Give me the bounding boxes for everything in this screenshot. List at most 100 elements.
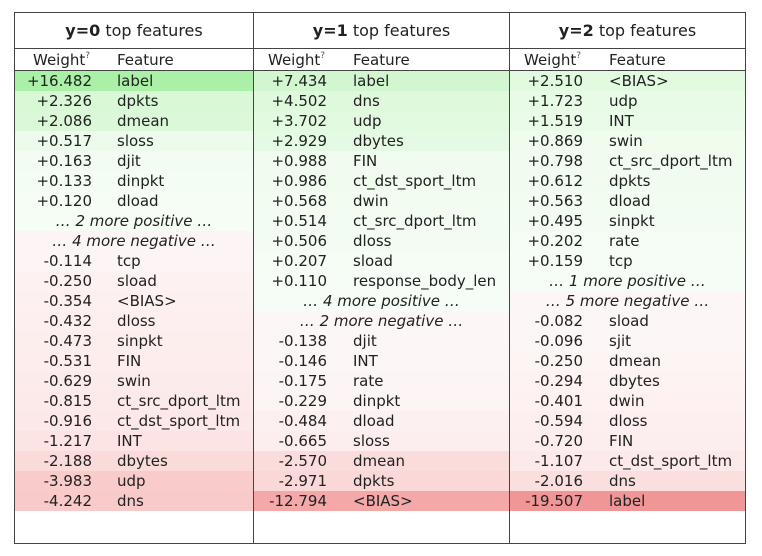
feature-name: sinpkt — [609, 212, 655, 230]
feature-name: INT — [353, 352, 378, 370]
help-icon[interactable]: ? — [320, 51, 326, 61]
weight-value: -0.354 — [43, 292, 92, 310]
negative-weight-row: -0.432 dloss — [15, 311, 253, 331]
weight-value: +0.988 — [271, 152, 327, 170]
weight-value: -0.229 — [278, 392, 327, 410]
feature-name: FIN — [117, 352, 142, 370]
positive-weight-row: +4.502 dns — [254, 91, 509, 111]
positive-weight-row: +0.612 dpkts — [510, 171, 745, 191]
weight-value: +0.133 — [36, 172, 92, 190]
positive-weight-row: +2.929 dbytes — [254, 131, 509, 151]
feature-name: FIN — [353, 152, 378, 170]
feature-name: <BIAS> — [609, 72, 669, 90]
feature-name: dpkts — [117, 92, 159, 110]
negative-weight-row: -0.473 sinpkt — [15, 331, 253, 351]
weight-value: -2.016 — [534, 472, 583, 490]
weight-value: +2.086 — [36, 112, 92, 130]
more-negative-row: … 2 more negative … — [254, 311, 509, 331]
column-header: Weight? Feature — [15, 49, 253, 71]
positive-weight-row: +0.568 dwin — [254, 191, 509, 211]
weight-value: -12.794 — [269, 492, 327, 510]
feature-name: sinpkt — [117, 332, 163, 350]
feature-name: dload — [117, 192, 159, 210]
class-0-column: y=0 top features Weight? Feature +16.482 lab… — [15, 13, 253, 543]
column-title: y=0 top features — [15, 13, 253, 49]
more-negative-row: … 4 more negative … — [15, 231, 253, 251]
feature-name: sload — [353, 252, 393, 270]
feature-header: Feature — [353, 51, 410, 69]
feature-name: INT — [609, 112, 634, 130]
positive-weight-row: +1.519 INT — [510, 111, 745, 131]
weight-value: -3.983 — [43, 472, 92, 490]
weight-value: +0.798 — [527, 152, 583, 170]
positive-weight-row: +0.517 sloss — [15, 131, 253, 151]
weight-value: -0.138 — [278, 332, 327, 350]
feature-name: label — [609, 492, 646, 510]
weight-value: -0.096 — [534, 332, 583, 350]
positive-weight-row: +1.723 udp — [510, 91, 745, 111]
feature-name: swin — [609, 132, 643, 150]
positive-weight-row: +0.869 swin — [510, 131, 745, 151]
positive-weight-row: +3.702 udp — [254, 111, 509, 131]
weight-value: +0.495 — [527, 212, 583, 230]
feature-name: dmean — [609, 352, 662, 370]
feature-name: sload — [117, 272, 157, 290]
help-icon[interactable]: ? — [576, 51, 582, 61]
negative-weight-row: -19.507 label — [510, 491, 745, 511]
weight-value: -0.665 — [278, 432, 327, 450]
weight-value: +0.202 — [527, 232, 583, 250]
feature-header: Feature — [609, 51, 666, 69]
weight-value: -0.082 — [534, 312, 583, 330]
negative-weight-row: -0.175 rate — [254, 371, 509, 391]
positive-weight-row: +0.120 dload — [15, 191, 253, 211]
weight-rows: +16.482 label +2.326 dpkts +2.086 dmean +0.517… — [15, 71, 253, 511]
weight-value: -0.531 — [43, 352, 92, 370]
feature-name: dmean — [117, 112, 170, 130]
weight-value: -0.916 — [43, 412, 92, 430]
feature-name: rate — [353, 372, 384, 390]
negative-weight-row: -2.016 dns — [510, 471, 745, 491]
negative-weight-row: -0.250 dmean — [510, 351, 745, 371]
more-positive-row: … 4 more positive … — [254, 291, 509, 311]
positive-weight-row: +2.086 dmean — [15, 111, 253, 131]
feature-name: sload — [609, 312, 649, 330]
feature-name: INT — [117, 432, 142, 450]
positive-weight-row: +2.326 dpkts — [15, 91, 253, 111]
positive-weight-row: +0.159 tcp — [510, 251, 745, 271]
positive-weight-row: +7.434 label — [254, 71, 509, 91]
feature-name: rate — [609, 232, 640, 250]
negative-weight-row: -0.531 FIN — [15, 351, 253, 371]
feature-name: tcp — [117, 252, 141, 270]
weight-value: -0.473 — [43, 332, 92, 350]
weight-value: -0.629 — [43, 372, 92, 390]
weight-rows: +2.510 <BIAS> +1.723 udp +1.519 INT +0.869 swin… — [510, 71, 745, 511]
weight-rows: +7.434 label +4.502 dns +3.702 udp +2.929 dbyte… — [254, 71, 509, 511]
feature-name: dbytes — [353, 132, 404, 150]
positive-weight-row: +0.202 rate — [510, 231, 745, 251]
weight-header-label: Weight — [33, 51, 86, 69]
negative-weight-row: -4.242 dns — [15, 491, 253, 511]
feature-name: label — [117, 72, 154, 90]
weight-value: +0.163 — [36, 152, 92, 170]
feature-name: dpkts — [609, 172, 651, 190]
weight-value: -2.971 — [278, 472, 327, 490]
weight-value: -1.217 — [43, 432, 92, 450]
feature-name: ct_src_dport_ltm — [609, 152, 733, 170]
feature-name: dwin — [609, 392, 645, 410]
positive-weight-row: +0.988 FIN — [254, 151, 509, 171]
feature-name: <BIAS> — [353, 492, 413, 510]
feature-name: dns — [609, 472, 636, 490]
class-1-column: y=1 top features Weight? Feature +7.434 labe… — [253, 13, 509, 543]
negative-weight-row: -0.250 sload — [15, 271, 253, 291]
feature-name: udp — [609, 92, 638, 110]
weight-value: +0.514 — [271, 212, 327, 230]
weight-value: +0.159 — [527, 252, 583, 270]
weight-value: -0.114 — [43, 252, 92, 270]
feature-header: Feature — [117, 51, 174, 69]
positive-weight-row: +0.514 ct_src_dport_ltm — [254, 211, 509, 231]
feature-name: dwin — [353, 192, 389, 210]
help-icon[interactable]: ? — [85, 51, 91, 61]
negative-weight-row: -0.354 <BIAS> — [15, 291, 253, 311]
negative-weight-row: -0.916 ct_dst_sport_ltm — [15, 411, 253, 431]
class-label: y=1 — [312, 21, 348, 40]
